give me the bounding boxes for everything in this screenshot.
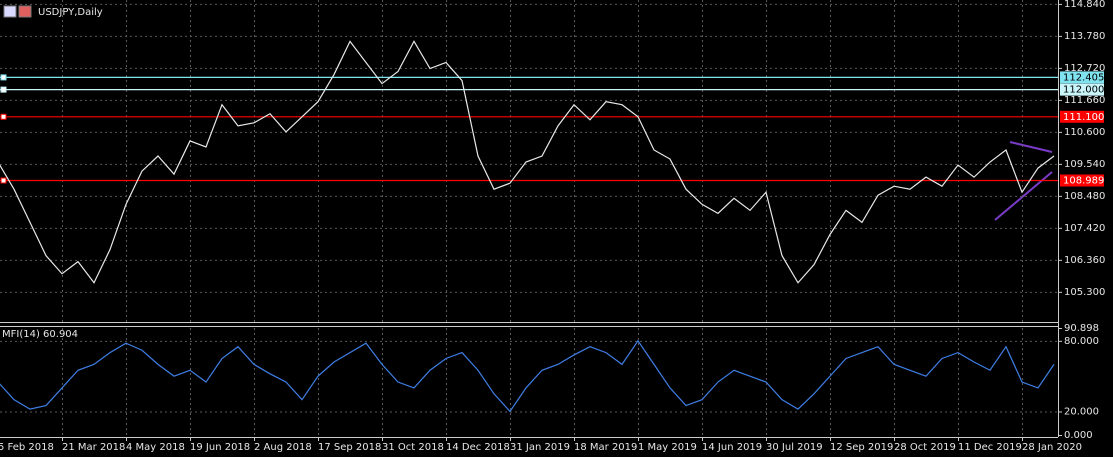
trendline: [1009, 141, 1053, 153]
x-tick-label: 11 Dec 2019: [958, 442, 1022, 453]
level-label: 111.100: [1063, 112, 1104, 123]
level-handle: [0, 74, 7, 81]
level-tag: [1060, 174, 1104, 187]
x-tick-label: 31 Jan 2019: [510, 442, 570, 453]
y-tick-label: 114.840: [1064, 0, 1105, 10]
x-tick-label: 21 Mar 2018: [62, 442, 125, 453]
x-tick-label: 14 Jun 2019: [702, 442, 762, 453]
icon: [3, 5, 17, 18]
y-tick-label: 110.600: [1064, 127, 1105, 138]
indicator-title: MFI(14) 60.904: [2, 329, 78, 340]
x-tick-label: 14 Dec 2018: [446, 442, 510, 453]
y-tick-label: 109.540: [1064, 159, 1105, 170]
level-handle: [0, 113, 7, 120]
x-tick-label: 5 Feb 2018: [0, 442, 54, 453]
level-handle: [0, 86, 7, 93]
y-tick-label: 0.000: [1064, 430, 1093, 441]
x-tick-label: 18 Mar 2019: [574, 442, 637, 453]
y-tick-label: 111.660: [1064, 95, 1105, 106]
y-tick-label: 80.000: [1064, 336, 1099, 347]
price-line: [0, 40, 1055, 284]
y-tick-label: 90.898: [1064, 323, 1099, 334]
x-tick-label: 28 Jan 2020: [1022, 442, 1082, 453]
chart-title: USDJPY,Daily: [38, 7, 103, 18]
y-tick-label: 108.480: [1064, 191, 1105, 202]
y-tick-label: 106.360: [1064, 255, 1105, 266]
icon: [18, 5, 32, 18]
x-tick-label: 28 Oct 2019: [894, 442, 956, 453]
y-tick-label: 113.780: [1064, 31, 1105, 42]
level-label: 108.989: [1063, 175, 1104, 186]
level-tag: [1060, 83, 1104, 96]
level-label: 112.000: [1063, 85, 1104, 96]
y-tick-label: 112.720: [1064, 63, 1105, 74]
mfi-line: [0, 339, 1055, 413]
level-tag: [1060, 110, 1104, 123]
x-tick-label: 1 May 2019: [638, 442, 697, 453]
x-tick-label: 12 Sep 2019: [830, 442, 893, 453]
level-handle: [0, 177, 7, 184]
y-tick-label: 105.300: [1064, 287, 1105, 298]
x-tick-label: 17 Sep 2018: [318, 442, 381, 453]
level-label: 112.405: [1063, 72, 1104, 83]
x-tick-label: 31 Oct 2018: [382, 442, 444, 453]
y-tick-label: 20.000: [1064, 406, 1099, 417]
x-tick-label: 2 Aug 2018: [254, 442, 312, 453]
x-tick-label: 19 Jun 2018: [190, 442, 250, 453]
level-tag: [1060, 71, 1104, 84]
x-tick-label: 30 Jul 2019: [766, 442, 823, 453]
x-tick-label: 4 May 2018: [126, 442, 185, 453]
y-tick-label: 107.420: [1064, 223, 1105, 234]
